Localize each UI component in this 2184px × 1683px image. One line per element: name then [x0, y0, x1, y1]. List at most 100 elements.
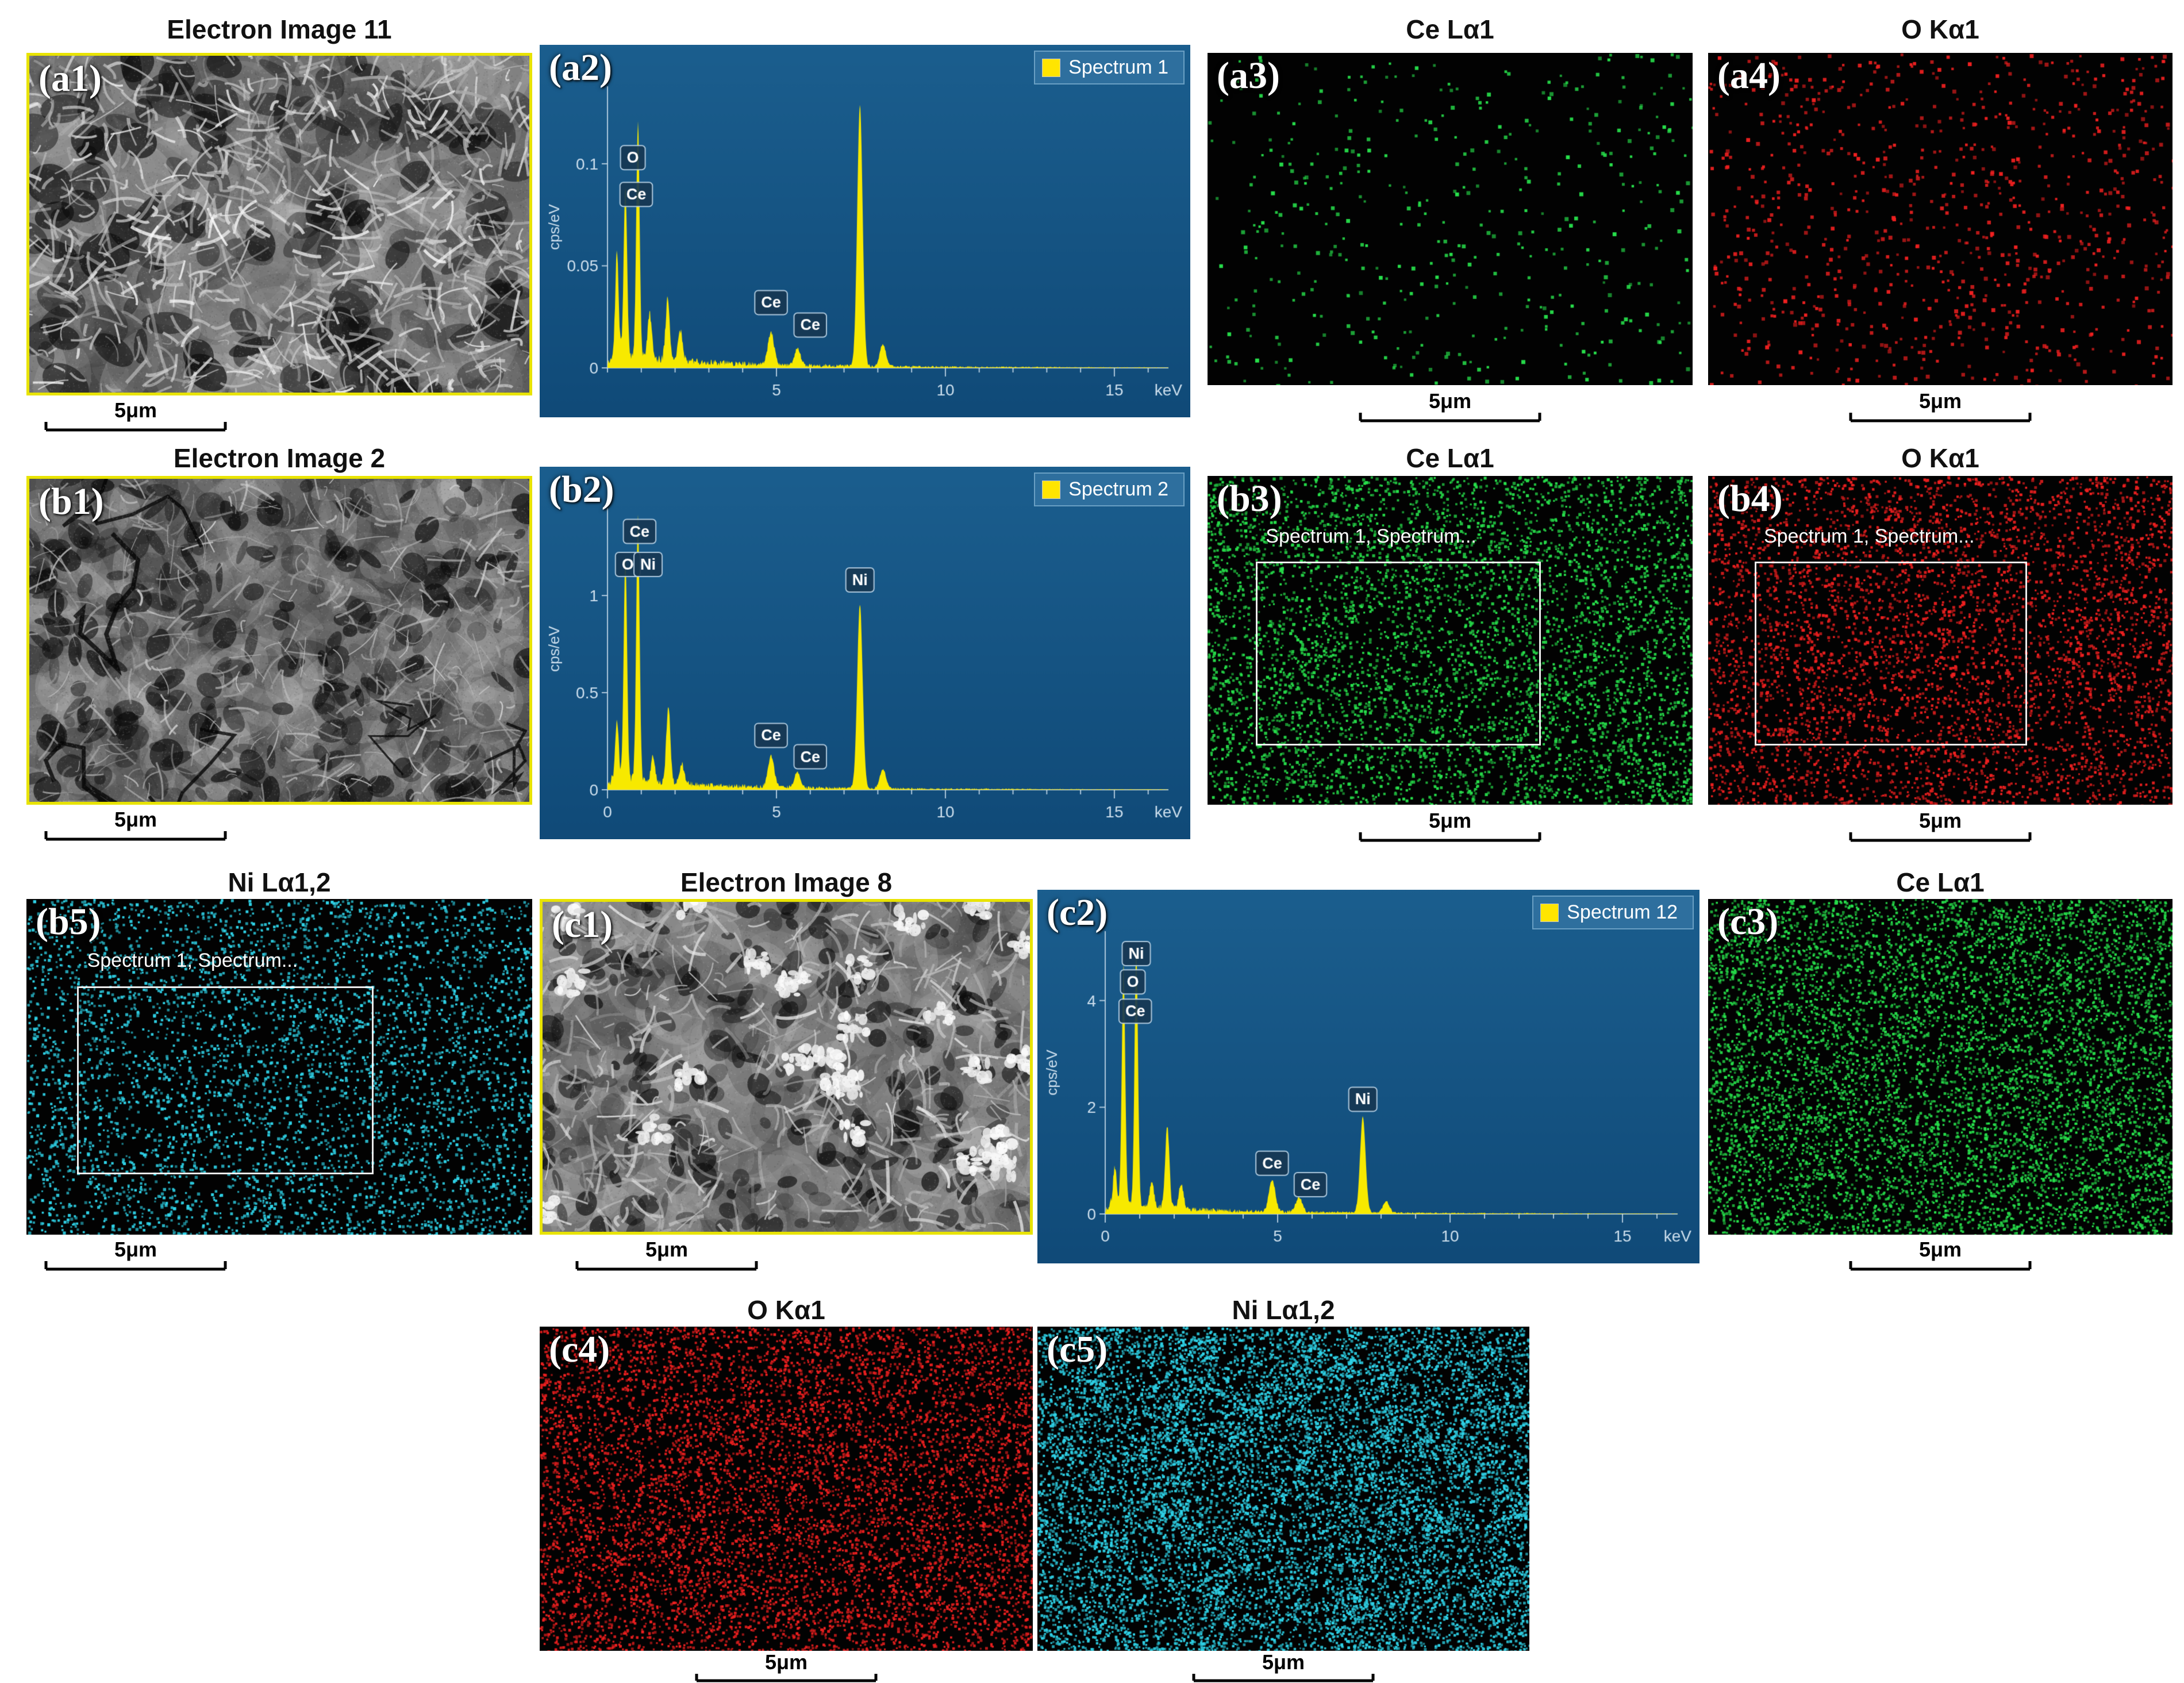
scale-bar-text: 5μm: [1262, 1650, 1305, 1674]
legend-swatch-icon: [1042, 58, 1061, 77]
sem-image-c1: [543, 902, 1030, 1232]
scale-bar-b5: 5μm: [44, 1239, 228, 1271]
scale-bar-line: [1849, 832, 2032, 842]
scale-bar-a1: 5μm: [44, 400, 228, 432]
panel-label-a4: (a4): [1717, 55, 1781, 97]
scale-bar-text: 5μm: [1918, 389, 1962, 413]
scale-bar-text: 5μm: [114, 1238, 157, 1261]
spectrum-panel-b2: (b2) Spectrum 2: [540, 467, 1190, 839]
panel-label-c5: (c5): [1047, 1328, 1108, 1370]
eds-map-c5: [1037, 1327, 1529, 1651]
sem-image-a1: [29, 56, 529, 393]
panel-label-b3: (b3): [1217, 478, 1282, 520]
spectrum-region-label: Spectrum 1, Spectrum...: [87, 949, 298, 971]
panel-title-c4: O Kα1: [747, 1295, 825, 1325]
map-panel-a3: (a3): [1208, 53, 1693, 385]
panel-title-b3: Ce Lα1: [1406, 443, 1494, 473]
sem-panel-a1: (a1): [26, 53, 532, 395]
scale-bar-c3: 5μm: [1848, 1239, 2032, 1271]
eds-map-b4: [1708, 476, 2173, 805]
panel-label-c1: (c1): [552, 904, 613, 946]
panel-title-a1: Electron Image 11: [167, 14, 392, 44]
eds-map-a4: [1708, 53, 2173, 385]
scale-bar-text: 5μm: [1428, 809, 1472, 832]
scale-bar-a4: 5μm: [1848, 391, 2032, 423]
panel-label-a1: (a1): [39, 57, 102, 99]
eds-spectrum-a2: [540, 45, 1190, 417]
scale-bar-a3: 5μm: [1358, 391, 1542, 423]
legend-c2: Spectrum 12: [1532, 896, 1694, 929]
sem-panel-c1: (c1): [540, 899, 1033, 1235]
panel-label-b1: (b1): [39, 481, 104, 522]
legend-b2: Spectrum 2: [1034, 472, 1185, 506]
map-panel-c4: (c4): [540, 1327, 1033, 1651]
panel-label-c2: (c2): [1047, 892, 1108, 933]
eds-map-a3: [1208, 53, 1693, 385]
spectrum-region-rect: [1256, 561, 1541, 746]
panel-title-c1: Electron Image 8: [680, 867, 893, 897]
scale-bar-line: [575, 1261, 758, 1271]
scale-bar-line: [695, 1674, 878, 1682]
legend-a2: Spectrum 1: [1034, 51, 1185, 84]
scale-bar-line: [44, 831, 227, 841]
spectrum-region-label: Spectrum 1, Spectrum...: [1763, 525, 1975, 547]
scale-bar-b4: 5μm: [1848, 810, 2032, 843]
scale-bar-c4: 5μm: [694, 1652, 878, 1683]
scale-bar-line: [44, 1261, 227, 1271]
scale-bar-text: 5μm: [1918, 1238, 1962, 1261]
scale-bar-c1: 5μm: [575, 1239, 759, 1271]
spectrum-panel-a2: (a2) Spectrum 1: [540, 45, 1190, 417]
scale-bar-text: 5μm: [764, 1650, 808, 1674]
scale-bar-text: 5μm: [1918, 809, 1962, 832]
eds-map-c4: [540, 1327, 1033, 1651]
scale-bar-line: [1359, 413, 1541, 422]
panel-title-c3: Ce Lα1: [1896, 867, 1985, 897]
scale-bar-text: 5μm: [114, 398, 157, 422]
panel-title-b5: Ni Lα1,2: [228, 867, 331, 897]
panel-title-b4: O Kα1: [1901, 443, 1979, 473]
legend-swatch-icon: [1042, 480, 1061, 499]
panel-label-a2: (a2): [549, 47, 612, 89]
legend-label: Spectrum 12: [1567, 901, 1678, 923]
panel-label-c3: (c3): [1717, 901, 1779, 943]
map-panel-b5: (b5) Spectrum 1, Spectrum...: [26, 899, 532, 1235]
panel-label-b2: (b2): [549, 468, 614, 510]
scale-bar-text: 5μm: [645, 1238, 689, 1261]
scale-bar-line: [1192, 1674, 1375, 1682]
eds-map-b5: [26, 899, 532, 1235]
map-panel-b3: (b3) Spectrum 1, Spectrum...: [1208, 476, 1693, 805]
eds-spectrum-c2: [1037, 890, 1699, 1263]
scale-bar-line: [44, 422, 227, 432]
map-panel-c3: (c3): [1708, 899, 2173, 1235]
panel-label-b5: (b5): [36, 901, 101, 943]
eds-map-b3: [1208, 476, 1693, 805]
scale-bar-line: [1359, 832, 1541, 842]
scale-bar-c5: 5μm: [1191, 1652, 1375, 1683]
panel-title-a3: Ce Lα1: [1406, 14, 1494, 44]
spectrum-region-rect: [77, 986, 374, 1175]
panel-title-a4: O Kα1: [1901, 14, 1979, 44]
spectrum-region-label: Spectrum 1, Spectrum...: [1266, 525, 1476, 547]
scale-bar-b1: 5μm: [44, 809, 228, 841]
map-panel-b4: (b4) Spectrum 1, Spectrum...: [1708, 476, 2173, 805]
scale-bar-line: [1849, 1261, 2032, 1271]
panel-title-b1: Electron Image 2: [173, 443, 386, 473]
sem-image-b1: [29, 479, 529, 802]
sem-panel-b1: (b1): [26, 476, 532, 805]
eds-spectrum-b2: [540, 467, 1190, 839]
spectrum-region-rect: [1754, 561, 2028, 746]
eds-map-c3: [1708, 899, 2173, 1235]
scale-bar-line: [1849, 413, 2032, 422]
legend-label: Spectrum 2: [1068, 478, 1168, 500]
map-panel-a4: (a4): [1708, 53, 2173, 385]
scale-bar-text: 5μm: [114, 808, 157, 831]
scale-bar-b3: 5μm: [1358, 810, 1542, 843]
spectrum-panel-c2: (c2) Spectrum 12: [1037, 890, 1699, 1263]
panel-label-b4: (b4): [1717, 478, 1783, 520]
panel-label-c4: (c4): [549, 1328, 610, 1370]
legend-swatch-icon: [1540, 903, 1559, 922]
panel-label-a3: (a3): [1217, 55, 1280, 97]
panel-title-c5: Ni Lα1,2: [1232, 1295, 1335, 1325]
scale-bar-text: 5μm: [1428, 389, 1472, 413]
